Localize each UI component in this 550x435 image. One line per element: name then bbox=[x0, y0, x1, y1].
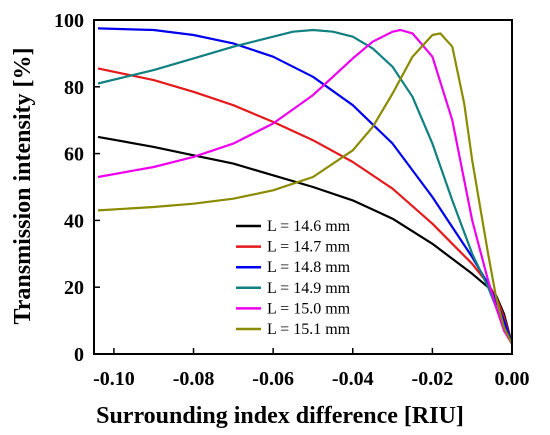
y-axis-ticks: 0 20 40 60 80 100 bbox=[54, 10, 100, 366]
series-line-4 bbox=[97, 28, 513, 345]
y-tick-label: 100 bbox=[54, 10, 84, 32]
plot-frame bbox=[93, 19, 513, 355]
x-tick-label: -0.08 bbox=[173, 368, 215, 390]
legend-label-1: L = 14.6 mm bbox=[267, 218, 351, 235]
x-tick-label: 0.00 bbox=[495, 368, 530, 390]
y-tick-label: 20 bbox=[64, 277, 84, 299]
x-tick-label: -0.10 bbox=[93, 368, 135, 390]
chart-legend: L = 14.6 mm L = 14.7 mm L = 14.8 mm L = 14.… bbox=[236, 218, 351, 338]
y-tick-label: 40 bbox=[64, 210, 84, 232]
y-tick-label: 60 bbox=[64, 144, 84, 166]
plot-area bbox=[97, 27, 514, 345]
x-tick-label: -0.06 bbox=[252, 368, 294, 390]
y-tick-label: 80 bbox=[64, 77, 84, 99]
legend-label-5: L = 15.0 mm bbox=[267, 300, 351, 317]
legend-label-4: L = 14.9 mm bbox=[267, 280, 351, 297]
legend-label-2: L = 14.7 mm bbox=[267, 239, 351, 256]
x-tick-label: -0.02 bbox=[412, 368, 454, 390]
y-axis-title: Transmission intensity [%] bbox=[10, 48, 36, 325]
x-tick-label: -0.04 bbox=[332, 368, 374, 390]
series-line-5 bbox=[97, 28, 513, 345]
series-line-6 bbox=[97, 32, 513, 345]
legend-label-6: L = 15.1 mm bbox=[267, 321, 351, 338]
y-tick-label: 0 bbox=[74, 344, 84, 366]
legend-label-3: L = 14.8 mm bbox=[267, 259, 351, 276]
x-axis-title: Surrounding index difference [RIU] bbox=[96, 403, 464, 429]
x-axis-ticks: -0.10 -0.08 -0.06 -0.04 -0.02 0.00 bbox=[93, 348, 530, 390]
